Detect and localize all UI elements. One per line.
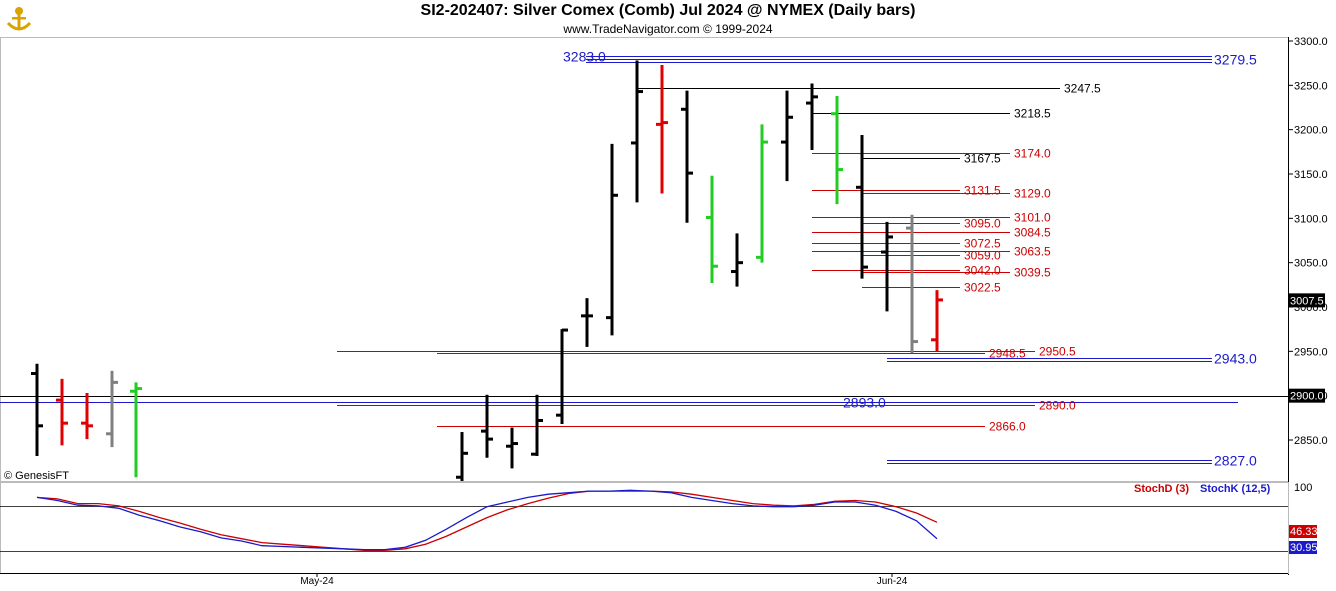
y-axis-label: 3200.0: [1294, 125, 1328, 137]
ohlc-bar: [56, 378, 68, 446]
level-label: 3129.0: [1014, 187, 1051, 201]
level-label: 3059.0: [964, 249, 1001, 263]
chart-title: SI2-202407: Silver Comex (Comb) Jul 2024…: [420, 2, 916, 19]
y-axis-label: 3300.0: [1294, 36, 1328, 48]
ohlc-bar: [556, 328, 568, 425]
level-label: 2827.0: [1214, 453, 1257, 469]
legend-stoch-d: StochD (3): [1134, 483, 1189, 495]
stoch-k-value: 30.95: [1290, 542, 1318, 554]
y-axis-label: 3050.0: [1294, 258, 1328, 270]
price-pane-frame: [0, 37, 1289, 575]
level-label: 3279.5: [1214, 52, 1257, 68]
level-label: 3063.5: [1014, 245, 1051, 259]
ohlc-bar: [831, 95, 843, 205]
legend-stoch-k: StochK (12,5): [1200, 483, 1271, 495]
watermark: © GenesisFT: [4, 470, 69, 482]
ohlc-bar: [681, 90, 693, 223]
ohlc-bar: [456, 432, 468, 481]
ohlc-bar: [806, 83, 818, 151]
last-price-badge: [1289, 293, 1325, 308]
chart-subtitle: www.TradeNavigator.com © 1999-2024: [563, 22, 773, 36]
level-label: 3218.5: [1014, 107, 1051, 121]
level-label: 2950.5: [1039, 345, 1076, 359]
ohlc-bar: [531, 394, 543, 456]
level-label: 2866.0: [989, 420, 1026, 434]
level-label: 3039.5: [1014, 266, 1051, 280]
ohlc-bar: [31, 363, 43, 456]
ohlc-bar: [756, 124, 768, 263]
level-label: 3101.0: [1014, 211, 1051, 225]
level-label: 3283.0: [563, 49, 606, 65]
stoch-d-badge: [1289, 525, 1317, 538]
ohlc-bar: [781, 90, 793, 182]
crosshair-price-label: 2900.0: [1290, 391, 1324, 403]
y-axis-label: 2850.0: [1294, 435, 1328, 447]
level-label: 3167.5: [964, 152, 1001, 166]
y-axis-label: 3100.0: [1294, 213, 1328, 225]
level-label: 3022.5: [964, 281, 1001, 295]
ohlc-bar: [481, 394, 493, 458]
stoch-k-badge: [1289, 541, 1317, 554]
level-label: 3247.5: [1064, 82, 1101, 96]
x-axis-label: Jun-24: [877, 576, 908, 587]
stoch-pane-frame: [0, 482, 1289, 574]
level-label: 3084.5: [1014, 226, 1051, 240]
last-price-label: 3007.5: [1290, 295, 1324, 307]
ohlc-bar: [881, 221, 893, 312]
ohlc-bar: [856, 134, 868, 279]
trading-logo-icon: [6, 7, 32, 31]
ohlc-bar: [506, 427, 518, 469]
level-label: 3095.0: [964, 217, 1001, 231]
y-axis-label: 3150.0: [1294, 169, 1328, 181]
level-label: 3042.0: [964, 264, 1001, 278]
level-label: 2890.0: [1039, 399, 1076, 413]
stoch-axis-label: 100: [1294, 482, 1312, 494]
level-label: 3131.5: [964, 184, 1001, 198]
stoch-line: [36, 490, 938, 552]
ohlc-bar: [106, 370, 118, 448]
ohlc-bar: [631, 60, 643, 203]
ohlc-bar: [130, 382, 142, 478]
x-axis-label: May-24: [300, 576, 334, 587]
ohlc-bar: [656, 64, 668, 194]
level-label: 3174.0: [1014, 147, 1051, 161]
level-label: 2893.0: [843, 395, 886, 411]
crosshair-price-badge: [1289, 388, 1325, 403]
ohlc-bar: [931, 290, 943, 352]
ohlc-bar: [81, 393, 93, 440]
ohlc-bar: [706, 175, 718, 284]
level-label: 2943.0: [1214, 351, 1257, 367]
level-label: 3072.5: [964, 237, 1001, 251]
stoch-line: [36, 489, 938, 551]
y-axis-label: 3250.0: [1294, 80, 1328, 92]
ohlc-bar: [606, 143, 618, 336]
ohlc-bar: [731, 233, 743, 287]
ohlc-bar: [906, 214, 918, 354]
stoch-d-value: 46.33: [1290, 526, 1318, 538]
level-label: 2948.5: [989, 347, 1026, 361]
ohlc-bar: [581, 298, 593, 347]
y-axis-label: 2950.0: [1294, 346, 1328, 358]
